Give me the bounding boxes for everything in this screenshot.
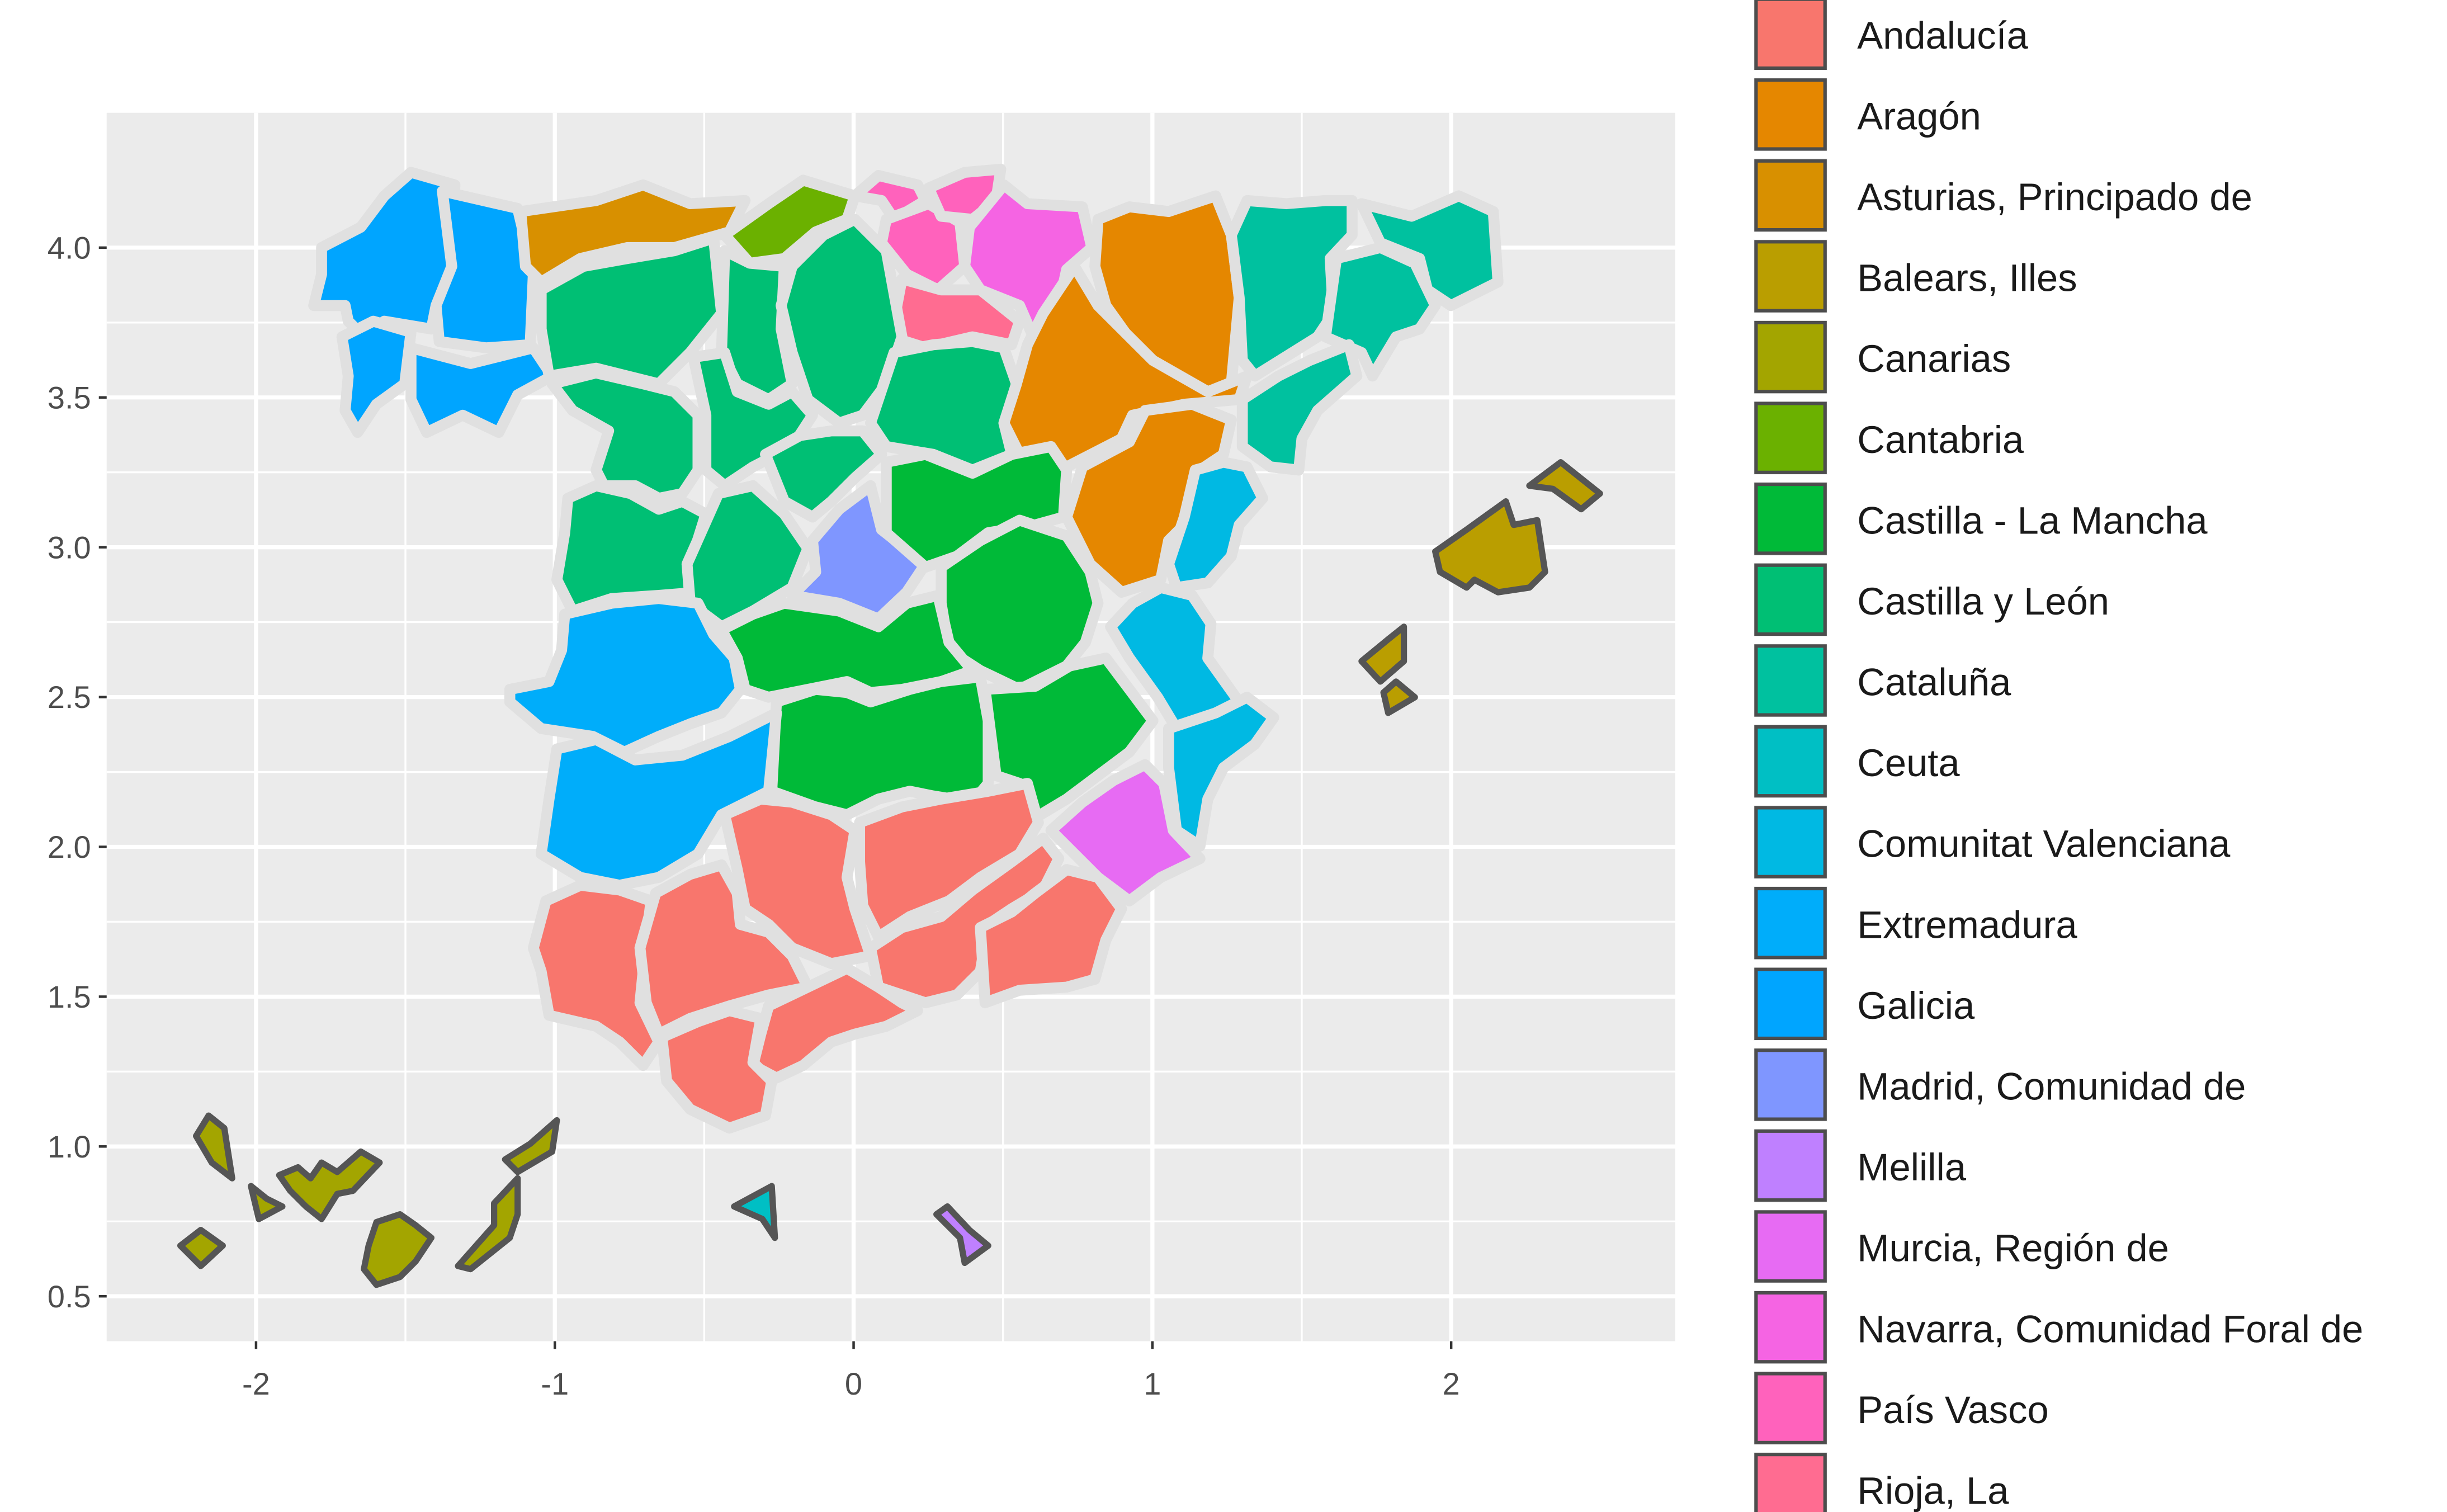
legend-swatch (1754, 806, 1827, 878)
legend-label: País Vasco (1857, 1388, 2048, 1431)
axes: -2 -1 0 1 2 0.5 1.0 1.5 2.0 2.5 3.0 3.5 4.0 (48, 230, 1460, 1401)
region-galicia-south[interactable] (336, 315, 417, 438)
legend-label: Rioja, La (1857, 1469, 2009, 1512)
region-balears-mallorca[interactable] (1432, 498, 1548, 596)
region-galicia-southeast[interactable] (405, 342, 558, 438)
legend-label: Melilla (1857, 1146, 1967, 1189)
region-balears-ibiza[interactable] (1358, 623, 1407, 685)
legend-swatch (1754, 1048, 1827, 1121)
region-cataluna-south[interactable] (1236, 339, 1363, 476)
legend-swatch (1754, 401, 1827, 474)
y-tick-label: 3.0 (48, 530, 91, 565)
region-and-almeria[interactable] (975, 864, 1127, 1009)
y-tick-label: 2.5 (48, 679, 91, 715)
legend-swatch (1754, 1291, 1827, 1364)
legend-swatch (1754, 159, 1827, 232)
region-murcia[interactable] (1045, 759, 1206, 906)
legend-label: Canarias (1857, 337, 2011, 380)
legend-label: Murcia, Región de (1857, 1227, 2169, 1270)
y-tick-label: 4.0 (48, 230, 91, 266)
region-canarias-fuerteventura[interactable] (455, 1175, 521, 1273)
x-tick-label: 1 (1144, 1366, 1161, 1401)
x-tick-label: 2 (1443, 1366, 1460, 1401)
region-cyl-leon[interactable] (535, 233, 728, 390)
region-aragon[interactable] (1089, 190, 1245, 398)
legend-label: Comunitat Valenciana (1857, 823, 2231, 866)
legend-swatch (1754, 725, 1827, 798)
legend-swatch (1754, 0, 1827, 70)
legend-swatch (1754, 1210, 1827, 1283)
legend-swatch (1754, 644, 1827, 717)
x-tick-label: 0 (845, 1366, 862, 1401)
region-cyl-soria[interactable] (865, 336, 1022, 476)
region-balears-formentera[interactable] (1380, 678, 1418, 716)
legend-swatch (1754, 1372, 1827, 1444)
legend-swatch (1754, 320, 1827, 394)
legend-label: Cataluña (1857, 661, 2011, 704)
legend-swatch (1754, 1129, 1827, 1202)
x-tick-label: -1 (541, 1366, 569, 1401)
legend-swatch (1754, 886, 1827, 960)
legend-swatch (1754, 78, 1827, 151)
region-clm-guadalajara[interactable] (881, 441, 1073, 573)
legend-label: Aragón (1857, 94, 1981, 138)
region-cv-valencia[interactable] (1105, 582, 1245, 734)
region-and-huelva[interactable] (527, 880, 664, 1071)
y-tick-label: 0.5 (48, 1279, 91, 1314)
region-madrid[interactable] (786, 480, 931, 625)
legend-label: Navarra, Comunidad Foral de (1857, 1307, 2363, 1350)
legend-label: Madrid, Comunidad de (1857, 1065, 2246, 1108)
y-tick-label: 1.0 (48, 1129, 91, 1164)
x-tick-label: -2 (242, 1366, 270, 1401)
legend-swatch (1754, 563, 1827, 636)
legend-swatch (1754, 240, 1827, 313)
region-balears-menorca[interactable] (1526, 459, 1603, 513)
legend-label: Cantabria (1857, 418, 2024, 461)
region-canarias-tenerife[interactable] (276, 1148, 383, 1222)
legend-swatch (1754, 967, 1827, 1041)
legend-label: Castilla y León (1857, 580, 2109, 623)
legend-label: Ceuta (1857, 741, 1960, 785)
y-tick-label: 1.5 (48, 979, 91, 1014)
legend-label: Andalucía (1857, 14, 2028, 57)
region-canarias-gomera[interactable] (177, 1227, 226, 1269)
region-canarias-hierro[interactable] (248, 1183, 286, 1222)
legend: Andalucía Aragón Asturias, Principado de Ba… (1754, 0, 2363, 1512)
legend-swatch (1754, 483, 1827, 555)
region-cyl-avila[interactable] (681, 480, 814, 632)
y-tick-label: 3.5 (48, 380, 91, 415)
legend-swatch (1754, 1453, 1827, 1512)
region-and-cordoba[interactable] (719, 793, 876, 970)
legend-label: Extremadura (1857, 903, 2077, 946)
region-cyl-segovia[interactable] (760, 425, 887, 523)
map-regions (177, 163, 1603, 1288)
region-and-cadiz[interactable] (656, 1005, 777, 1134)
y-tick-label: 2.0 (48, 829, 91, 864)
legend-label: Asturias, Principado de (1857, 176, 2252, 219)
legend-label: Galicia (1857, 984, 1975, 1027)
region-melilla[interactable] (933, 1203, 991, 1267)
region-canarias-lapalma[interactable] (193, 1112, 235, 1182)
region-extremadura-caceres[interactable] (504, 593, 746, 758)
legend-label: Balears, Illes (1857, 257, 2077, 300)
region-ceuta[interactable] (731, 1183, 778, 1241)
region-cyl-zamora[interactable] (546, 367, 704, 504)
region-cyl-salamanca[interactable] (551, 480, 712, 617)
region-canarias-lanzarote[interactable] (502, 1117, 560, 1175)
region-canarias-grancanaria[interactable] (361, 1211, 435, 1288)
legend-label: Castilla - La Mancha (1857, 499, 2208, 542)
region-cv-castellon[interactable] (1163, 456, 1268, 593)
